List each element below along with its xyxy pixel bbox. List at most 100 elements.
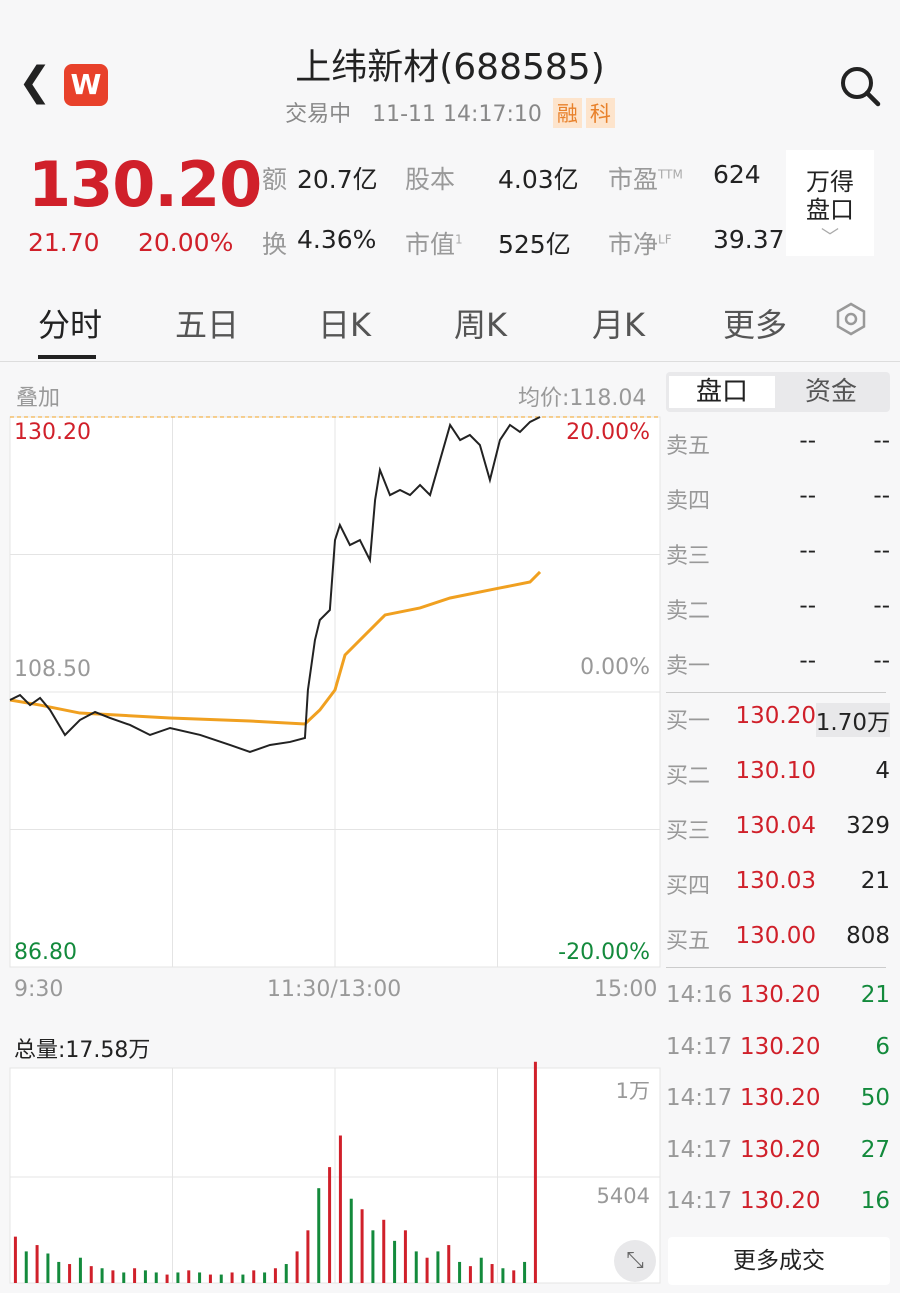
volume-bar <box>230 1272 234 1283</box>
volume-bar <box>176 1272 180 1283</box>
trade-time: 14:17 <box>666 1033 733 1060</box>
tab-orderbook[interactable]: 盘口 <box>669 376 775 408</box>
chevron-down-icon: ﹀ <box>821 227 839 248</box>
trade-time: 14:17 <box>666 1085 733 1111</box>
volume-bar <box>273 1268 277 1283</box>
intraday-chart[interactable] <box>0 0 662 1293</box>
stat-label: 换 <box>262 230 288 259</box>
margin-badge: 融 <box>552 98 582 128</box>
tab-intraday[interactable]: 分时 <box>38 306 103 344</box>
tab-5day[interactable]: 五日 <box>175 306 240 344</box>
trade-volume: 27 <box>860 1136 890 1163</box>
orderbook-price: -- <box>799 428 816 454</box>
expand-icon[interactable]: ⤡ <box>614 1240 656 1282</box>
tab-more[interactable]: 更多 <box>723 306 788 344</box>
volume-bar <box>100 1268 104 1283</box>
price-change-pct: 20.00% <box>138 228 234 257</box>
trade-time: 14:17 <box>666 1136 733 1163</box>
volume-bar <box>382 1219 386 1283</box>
settings-icon[interactable] <box>834 302 868 336</box>
wind-orderbook-button[interactable]: 万得 盘口 ﹀ <box>786 150 874 256</box>
trade-volume: 21 <box>860 982 890 1008</box>
trade-volume: 6 <box>875 1033 890 1060</box>
volume-bar <box>78 1257 82 1283</box>
overlay-button[interactable]: 叠加 <box>16 386 61 411</box>
volume-bar <box>349 1198 353 1283</box>
trade-volume: 50 <box>860 1085 890 1111</box>
orderbook-level-label: 买五 <box>666 929 711 954</box>
tab-weekly-k[interactable]: 周K <box>454 306 507 344</box>
orderbook-level-label: 买二 <box>666 764 711 789</box>
volume-bar <box>393 1240 397 1283</box>
stat-label: 市值1 <box>405 230 463 259</box>
volume-bar <box>241 1274 245 1283</box>
datetime: 11-11 14:17:10 <box>372 102 542 127</box>
y-label-bottom: 86.80 <box>14 940 77 965</box>
wind-label: 万得 <box>806 168 854 196</box>
y-label-top: 130.20 <box>14 420 91 445</box>
trade-time: 14:17 <box>666 1188 733 1214</box>
last-price: 130.20 <box>28 148 262 221</box>
back-button[interactable]: ❮ <box>18 59 52 105</box>
trade-price: 130.20 <box>740 1136 821 1163</box>
volume-bar <box>263 1272 267 1283</box>
orderbook-price: 130.10 <box>735 758 816 784</box>
tab-capital[interactable]: 资金 <box>804 377 857 407</box>
orderbook-price: -- <box>799 648 816 674</box>
pct-label-top: 20.00% <box>566 420 650 445</box>
volume-bar <box>458 1261 462 1283</box>
volume-bar <box>89 1266 93 1283</box>
orderbook-level-label: 买一 <box>666 709 711 734</box>
orderbook-volume: 4 <box>875 758 890 784</box>
volume-bar <box>154 1272 158 1283</box>
volume-bar <box>479 1257 483 1283</box>
orderbook-level-label: 卖一 <box>666 654 711 679</box>
orderbook-price: 130.20 <box>735 703 816 729</box>
stat-label: 市盈TTM <box>608 165 683 194</box>
volume-bar <box>447 1245 451 1283</box>
trade-price: 130.20 <box>740 1085 821 1111</box>
orderbook-level-label: 卖四 <box>666 489 711 514</box>
vol-label-mid: 5404 <box>596 1184 650 1208</box>
x-label-open: 9:30 <box>14 977 64 1002</box>
more-trades-button[interactable]: 更多成交 <box>668 1237 890 1285</box>
x-label-close: 15:00 <box>594 977 658 1002</box>
volume-bar <box>436 1251 440 1283</box>
volume-bar <box>501 1268 505 1283</box>
volume-bar <box>533 1061 537 1283</box>
trade-time: 14:16 <box>666 982 733 1008</box>
orderbook-volume: 329 <box>846 813 890 839</box>
orderbook-level-label: 卖五 <box>666 434 711 459</box>
stat-value: 525亿 <box>498 230 571 259</box>
orderbook-price: 130.00 <box>735 923 816 949</box>
volume-bar <box>133 1268 137 1283</box>
search-icon[interactable] <box>838 64 882 108</box>
volume-bar <box>46 1253 50 1283</box>
tab-monthly-k[interactable]: 月K <box>592 306 645 344</box>
volume-bar <box>252 1270 256 1283</box>
trade-price: 130.20 <box>740 1033 821 1060</box>
divider <box>666 692 886 693</box>
orderbook-price: 130.03 <box>735 868 816 894</box>
orderbook-price: -- <box>799 593 816 619</box>
stat-label: 额 <box>262 165 288 194</box>
stat-value: 4.03亿 <box>498 165 579 194</box>
avg-price-line <box>9 570 542 726</box>
tab-daily-k[interactable]: 日K <box>318 306 371 344</box>
volume-bar <box>414 1251 418 1283</box>
pct-label-bottom: -20.00% <box>558 940 650 965</box>
orderbook-price: -- <box>799 483 816 509</box>
y-label-mid: 108.50 <box>14 657 91 682</box>
volume-bar <box>143 1270 147 1283</box>
volume-bar <box>198 1272 202 1283</box>
orderbook-volume: -- <box>873 428 890 454</box>
avg-price: 均价:118.04 <box>518 386 647 411</box>
stat-label: 股本 <box>405 165 456 194</box>
orderbook-level-label: 卖三 <box>666 544 711 569</box>
volume-bar <box>403 1230 407 1283</box>
orderbook-level-label: 卖二 <box>666 599 711 624</box>
price-line <box>9 416 541 754</box>
stat-value: 624 <box>713 160 761 189</box>
orderbook-volume: -- <box>873 648 890 674</box>
volume-bar <box>360 1209 364 1283</box>
